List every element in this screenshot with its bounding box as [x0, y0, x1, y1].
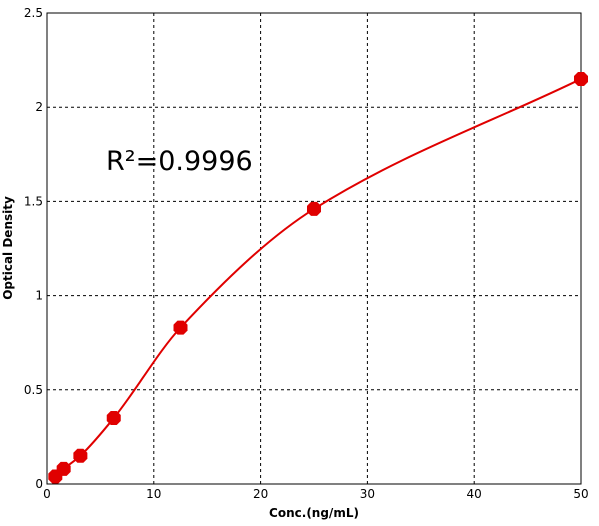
y-axis-label: Optical Density: [1, 196, 15, 300]
data-point: [56, 461, 71, 476]
plot-frame: [46, 12, 582, 485]
y-tick-label: 0: [35, 477, 43, 491]
y-tick-label: 2: [35, 100, 43, 114]
data-point: [73, 448, 88, 463]
y-tick-label: 2.5: [24, 6, 43, 20]
annotation: R²=0.9996: [106, 146, 253, 177]
y-tick-label: 0.5: [24, 383, 43, 397]
y-tick-label: 1: [35, 289, 43, 303]
data-point: [173, 320, 188, 335]
x-axis-label: Conc.(ng/mL): [269, 506, 359, 520]
y-tick-label: 1.5: [24, 194, 43, 208]
x-tick-label: 30: [360, 487, 375, 501]
data-point: [574, 71, 588, 86]
x-tick-label: 50: [573, 487, 588, 501]
x-tick-label: 40: [467, 487, 482, 501]
data-point: [307, 201, 321, 216]
data-point: [106, 411, 121, 426]
x-tick-label: 10: [146, 487, 161, 501]
x-tick-label: 20: [253, 487, 268, 501]
x-tick-label: 0: [43, 487, 51, 501]
